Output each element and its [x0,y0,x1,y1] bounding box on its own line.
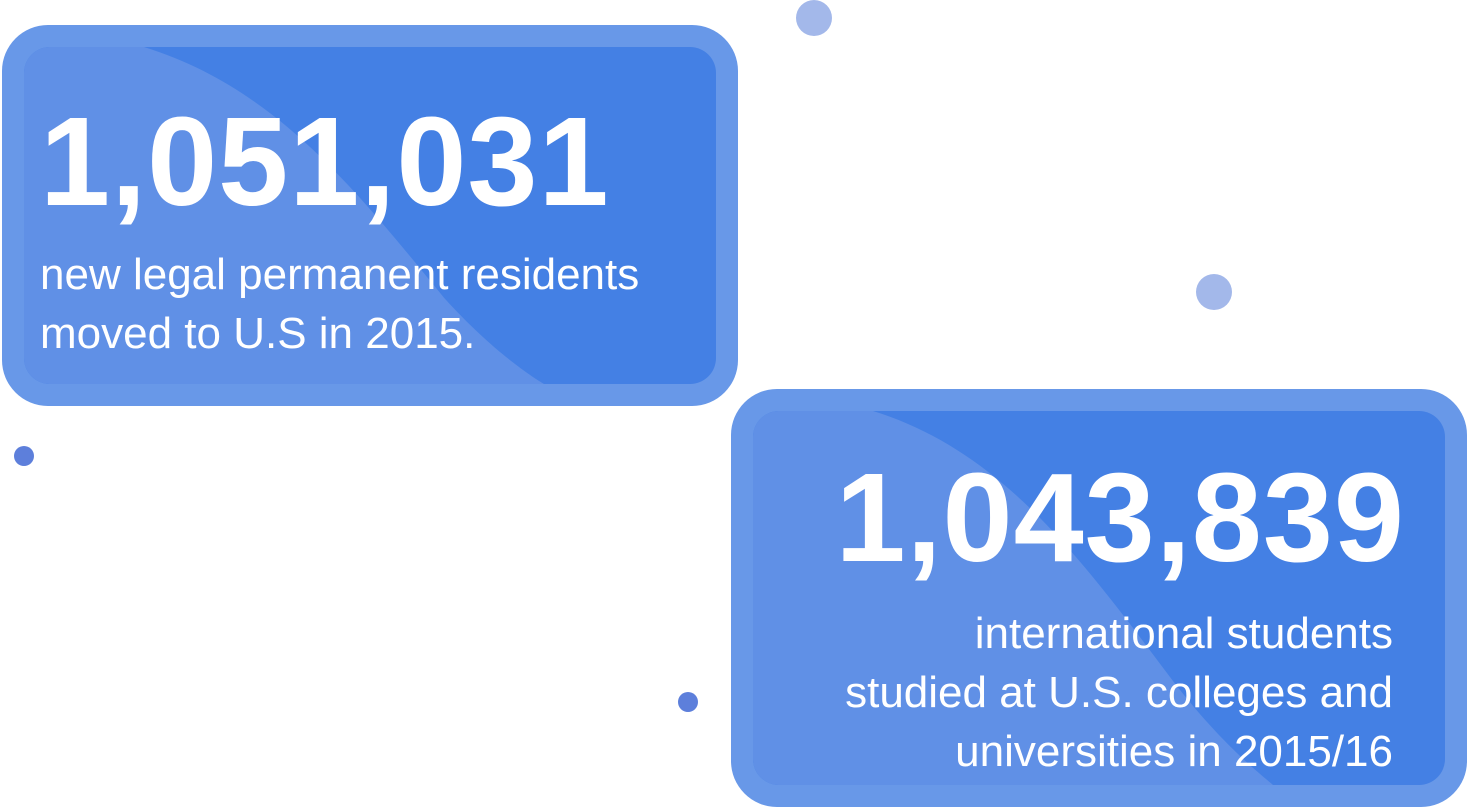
stat-description-line: new legal permanent residents [40,250,640,299]
decorative-dot-icon-left [14,446,34,466]
decorative-dot-icon-top [796,0,832,36]
stat-card-inner: 1,051,031 new legal permanent residents … [24,47,716,384]
stat-card-residents: 1,051,031 new legal permanent residents … [2,25,738,406]
card-highlight-shape [24,47,544,384]
stat-description-line: studied at U.S. colleges and [845,668,1393,717]
stat-card-inner: 1,043,839 international students studied… [753,411,1445,785]
stat-card-students: 1,043,839 international students studied… [731,389,1467,807]
stat-description-line: moved to U.S in 2015. [40,309,476,358]
decorative-dot-icon-right [1196,274,1232,310]
stat-description-line: international students [974,609,1393,658]
stat-description-line: universities in 2015/16 [955,727,1393,776]
stat-description-residents: new legal permanent residents moved to U… [40,245,639,363]
decorative-dot-icon-bottom [678,692,698,712]
stat-number-students: 1,043,839 [835,447,1405,588]
stat-number-residents: 1,051,031 [40,91,610,232]
stat-description-students: international students studied at U.S. c… [845,604,1393,781]
card-highlight-shape [753,411,1273,785]
